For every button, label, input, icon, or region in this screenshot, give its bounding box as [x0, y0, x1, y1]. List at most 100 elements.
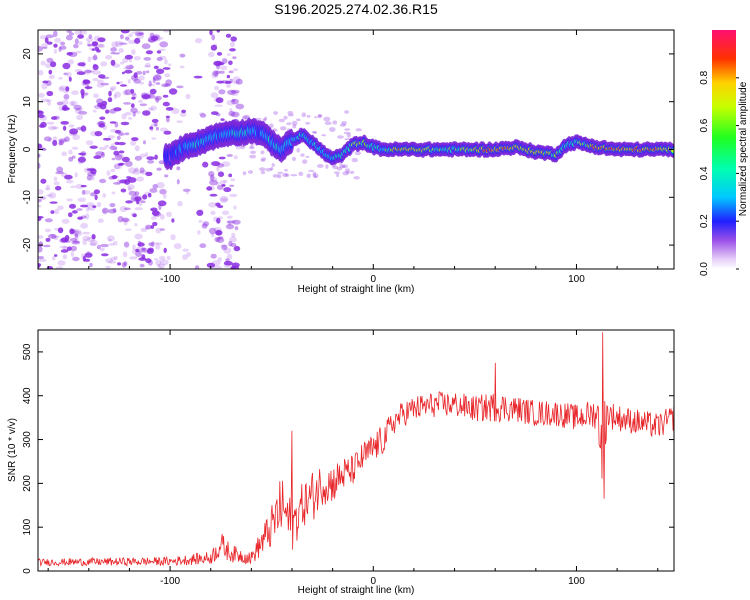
noise-speck	[122, 57, 129, 63]
noise-speck	[329, 127, 336, 132]
noise-speck	[128, 59, 133, 63]
noise-speck	[62, 254, 68, 260]
noise-speck	[115, 40, 124, 47]
noise-speck	[38, 246, 43, 253]
noise-speck	[217, 62, 225, 66]
noise-speck	[171, 108, 180, 115]
noise-speck	[147, 107, 154, 111]
noise-speck	[90, 192, 96, 197]
noise-speck	[260, 157, 267, 161]
noise-speck	[78, 152, 86, 156]
noise-speck	[158, 160, 165, 165]
noise-speck	[49, 233, 54, 237]
noise-speck	[332, 120, 338, 125]
noise-speck	[46, 121, 55, 125]
y-tick-label: 0	[22, 146, 33, 152]
noise-speck	[89, 69, 95, 73]
noise-speck	[134, 233, 143, 240]
noise-speck	[91, 48, 95, 51]
noise-speck	[232, 76, 241, 83]
noise-speck	[343, 131, 351, 135]
noise-speck	[134, 207, 143, 211]
noise-speck	[42, 244, 51, 248]
noise-speck	[59, 45, 67, 50]
noise-speck	[110, 88, 115, 92]
noise-speck	[72, 210, 78, 214]
noise-speck	[85, 206, 90, 212]
noise-speck	[139, 263, 145, 268]
noise-speck	[80, 215, 87, 219]
noise-speck	[226, 220, 234, 224]
noise-speck	[134, 191, 140, 197]
noise-speck	[210, 253, 217, 259]
noise-speck	[210, 44, 218, 51]
noise-speck	[301, 112, 307, 118]
noise-speck	[71, 240, 81, 245]
noise-speck	[83, 80, 90, 83]
colorbar: 0.0 0.2 0.4 0.6 0.8 Normalized spectral ampl…	[699, 30, 749, 276]
noise-speck	[76, 71, 86, 76]
noise-speck	[104, 144, 110, 148]
noise-speck	[138, 99, 143, 104]
noise-speck	[312, 171, 317, 176]
noise-speck	[102, 137, 112, 141]
noise-speck	[69, 203, 76, 209]
noise-speck	[93, 54, 98, 61]
noise-speck	[290, 174, 298, 177]
noise-speck	[109, 121, 117, 124]
noise-speck	[199, 113, 207, 118]
noise-speck	[219, 195, 229, 202]
noise-speck	[235, 78, 243, 85]
noise-speck	[72, 229, 79, 236]
noise-speck	[233, 205, 237, 210]
noise-speck	[228, 240, 233, 247]
noise-speck	[142, 194, 148, 200]
noise-speck	[208, 171, 215, 177]
noise-speck	[92, 77, 99, 82]
noise-speck	[105, 258, 113, 263]
noise-speck	[181, 109, 187, 114]
noise-speck	[120, 121, 130, 126]
noise-speck	[227, 220, 232, 227]
noise-speck	[226, 99, 236, 106]
noise-speck	[215, 182, 221, 186]
noise-speck	[231, 98, 239, 105]
noise-speck	[117, 153, 125, 159]
noise-speck	[80, 125, 87, 132]
noise-speck	[107, 208, 117, 214]
noise-speck	[312, 131, 317, 134]
noise-speck	[127, 39, 137, 45]
noise-speck	[152, 211, 162, 217]
noise-speck	[162, 101, 170, 107]
noise-speck	[239, 145, 245, 150]
noise-speck	[79, 30, 88, 35]
noise-speck	[230, 243, 237, 247]
noise-speck	[130, 212, 137, 217]
noise-speck	[101, 253, 109, 257]
noise-speck	[157, 36, 164, 40]
noise-speck	[318, 113, 322, 119]
noise-speck	[64, 136, 70, 142]
noise-speck	[48, 192, 57, 199]
noise-speck	[155, 82, 161, 85]
noise-speck	[282, 172, 288, 178]
noise-speck	[97, 218, 104, 223]
noise-speck	[344, 138, 351, 141]
noise-speck	[38, 199, 42, 203]
noise-speck	[123, 219, 128, 226]
noise-speck	[68, 124, 75, 128]
noise-speck	[124, 228, 132, 231]
noise-speck	[57, 260, 66, 266]
noise-speck	[114, 141, 120, 145]
noise-speck	[64, 234, 70, 242]
noise-speck	[41, 148, 47, 151]
spectrogram-plot-area	[38, 30, 674, 269]
y-tick-label: 200	[22, 475, 33, 492]
noise-speck	[108, 90, 112, 97]
noise-speck	[139, 75, 145, 81]
y-tick-label: 400	[22, 387, 33, 404]
noise-speck	[305, 155, 310, 158]
noise-speck	[139, 103, 148, 107]
noise-speck	[119, 205, 128, 213]
noise-speck	[166, 255, 171, 261]
